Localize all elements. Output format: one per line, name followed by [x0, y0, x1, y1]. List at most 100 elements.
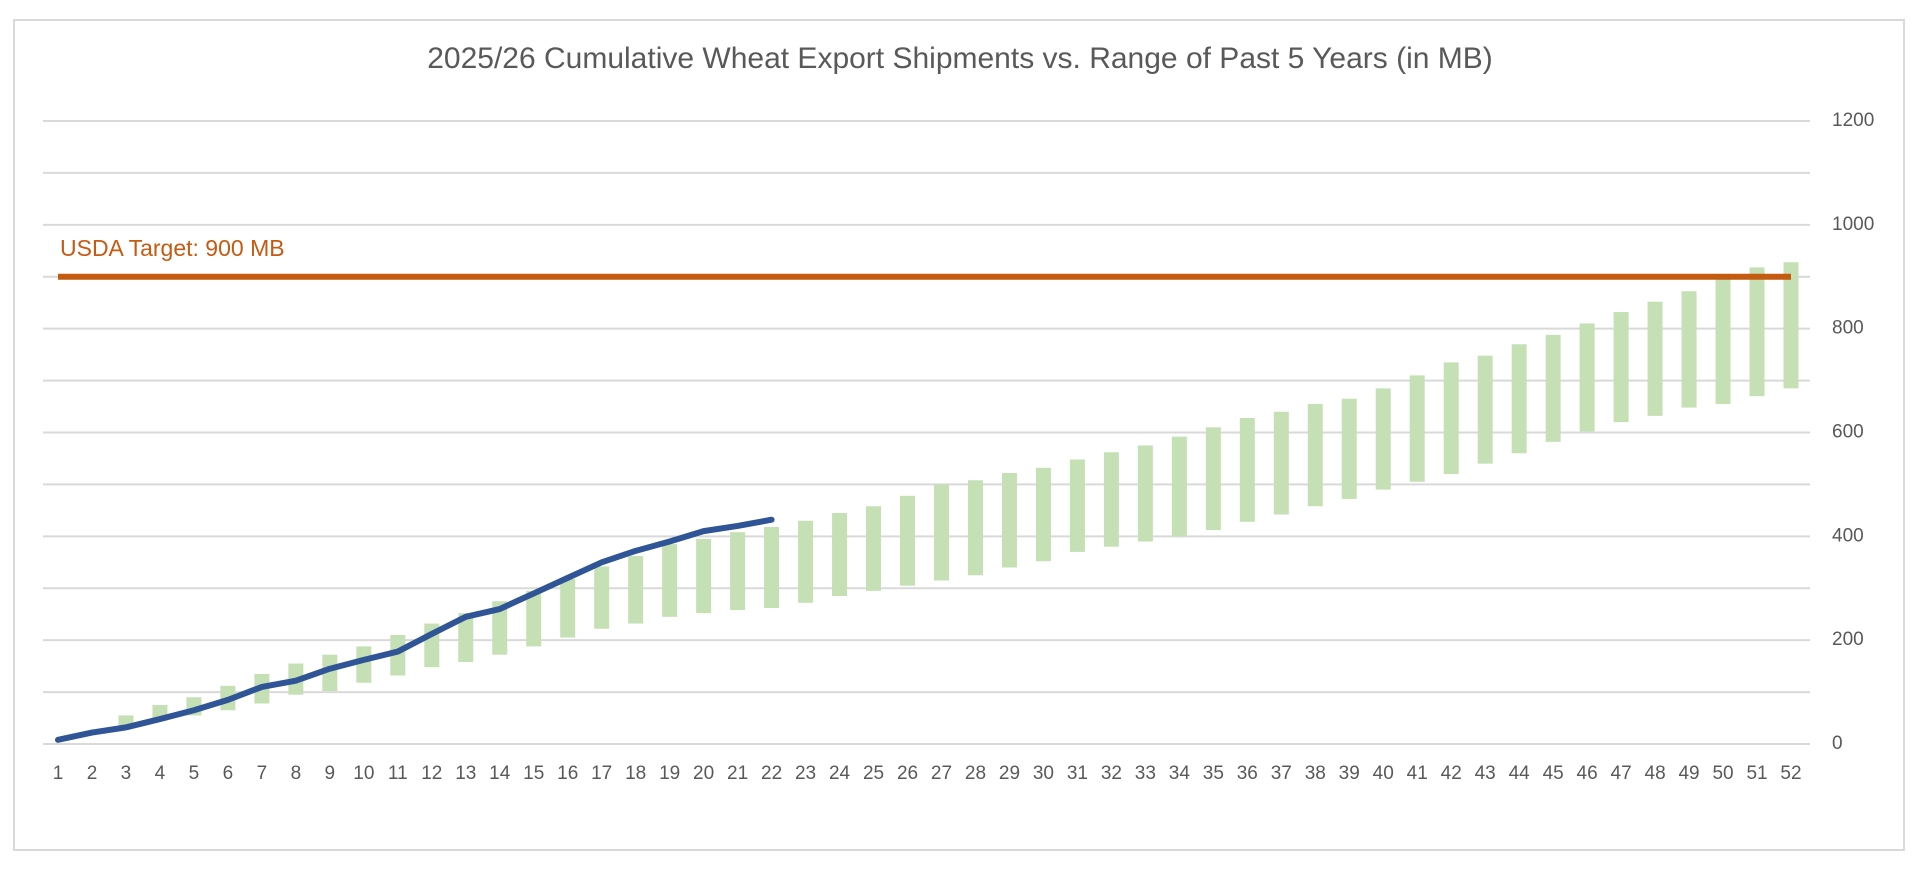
range-bar — [764, 526, 780, 608]
x-tick-label: 42 — [1441, 763, 1462, 784]
range-bar — [492, 601, 508, 655]
x-tick-label: 1 — [53, 763, 64, 784]
range-bar — [356, 646, 372, 683]
range-bar — [1647, 301, 1663, 416]
x-tick-label: 4 — [155, 763, 166, 784]
x-tick-label: 23 — [795, 763, 816, 784]
x-tick-label: 3 — [121, 763, 132, 784]
x-tick-label: 44 — [1509, 763, 1531, 784]
x-tick-label: 22 — [761, 763, 782, 784]
x-tick-label: 36 — [1237, 763, 1258, 784]
range-bar — [1069, 459, 1085, 552]
x-tick-label: 21 — [727, 763, 748, 784]
range-bar — [1477, 355, 1493, 464]
y-tick-label: 600 — [1832, 422, 1864, 443]
chart-title: 2025/26 Cumulative Wheat Export Shipment… — [427, 42, 1493, 75]
x-tick-label: 34 — [1169, 763, 1191, 784]
x-tick-label: 6 — [223, 763, 234, 784]
x-tick-label: 31 — [1067, 763, 1088, 784]
x-tick-label: 38 — [1305, 763, 1326, 784]
range-bar — [560, 578, 576, 638]
range-bar — [1715, 276, 1731, 404]
range-bar — [1103, 452, 1119, 547]
range-bar — [933, 484, 949, 581]
range-bar — [1341, 398, 1357, 499]
range-bar — [322, 654, 338, 692]
x-tick-label: 12 — [421, 763, 442, 784]
range-bar — [1307, 403, 1323, 507]
y-tick-label: 800 — [1832, 318, 1864, 339]
x-tick-label: 33 — [1135, 763, 1156, 784]
x-tick-label: 17 — [591, 763, 612, 784]
x-tick-label: 30 — [1033, 763, 1054, 784]
x-tick-label: 40 — [1373, 763, 1394, 784]
y-tick-label: 400 — [1832, 525, 1864, 546]
x-tick-label: 5 — [189, 763, 200, 784]
target-label: USDA Target: 900 MB — [60, 235, 285, 261]
range-bar — [1239, 417, 1255, 522]
x-tick-label: 26 — [897, 763, 918, 784]
range-bar — [1511, 344, 1527, 454]
range-bar — [1205, 427, 1221, 531]
range-bar — [1035, 467, 1051, 562]
x-tick-label: 11 — [388, 763, 408, 784]
range-bar — [798, 520, 814, 603]
range-bar — [458, 613, 474, 662]
chart-border — [13, 19, 1905, 851]
x-tick-label: 46 — [1577, 763, 1598, 784]
range-bar — [696, 538, 712, 614]
x-tick-label: 41 — [1407, 763, 1428, 784]
x-tick-label: 25 — [863, 763, 884, 784]
x-tick-label: 14 — [489, 763, 511, 784]
x-tick-label: 48 — [1645, 763, 1666, 784]
x-tick-label: 47 — [1611, 763, 1632, 784]
x-tick-label: 27 — [931, 763, 952, 784]
x-tick-label: 20 — [693, 763, 714, 784]
x-tick-label: 19 — [659, 763, 680, 784]
x-tick-label: 13 — [455, 763, 476, 784]
x-tick-label: 45 — [1543, 763, 1564, 784]
x-tick-label: 24 — [829, 763, 851, 784]
range-bar — [1579, 323, 1595, 432]
x-tick-label: 7 — [257, 763, 268, 784]
range-bar — [832, 512, 848, 597]
range-bar — [1273, 411, 1289, 515]
x-tick-label: 50 — [1712, 763, 1733, 784]
y-tick-label: 1200 — [1832, 110, 1874, 131]
x-tick-label: 2 — [87, 763, 98, 784]
x-tick-label: 9 — [325, 763, 336, 784]
x-tick-label: 39 — [1339, 763, 1360, 784]
range-bar — [1137, 445, 1153, 542]
range-bar — [1409, 375, 1425, 482]
range-bar — [1443, 362, 1459, 475]
x-tick-label: 51 — [1746, 763, 1767, 784]
range-bar — [866, 506, 882, 591]
y-tick-label: 0 — [1832, 733, 1843, 754]
range-bar — [1681, 291, 1697, 408]
range-bar — [1783, 262, 1799, 389]
range-bar — [900, 495, 916, 586]
x-tick-label: 28 — [965, 763, 986, 784]
range-bar — [526, 590, 542, 647]
y-tick-label: 200 — [1832, 629, 1864, 650]
x-tick-label: 16 — [557, 763, 578, 784]
range-bar — [1375, 388, 1391, 490]
range-bar — [1545, 334, 1561, 442]
x-tick-label: 37 — [1271, 763, 1292, 784]
x-tick-label: 10 — [353, 763, 374, 784]
range-bar — [662, 544, 678, 617]
x-tick-label: 32 — [1101, 763, 1122, 784]
range-bar — [390, 634, 406, 676]
x-tick-label: 35 — [1203, 763, 1224, 784]
x-tick-label: 49 — [1678, 763, 1699, 784]
range-bar — [1749, 267, 1765, 397]
range-bar — [118, 715, 134, 726]
current-year-line — [55, 516, 775, 743]
range-bar — [594, 566, 610, 629]
x-tick-label: 8 — [291, 763, 302, 784]
range-bar — [628, 556, 644, 624]
range-bar — [1001, 472, 1017, 568]
x-tick-label: 52 — [1780, 763, 1801, 784]
x-tick-label: 15 — [523, 763, 544, 784]
